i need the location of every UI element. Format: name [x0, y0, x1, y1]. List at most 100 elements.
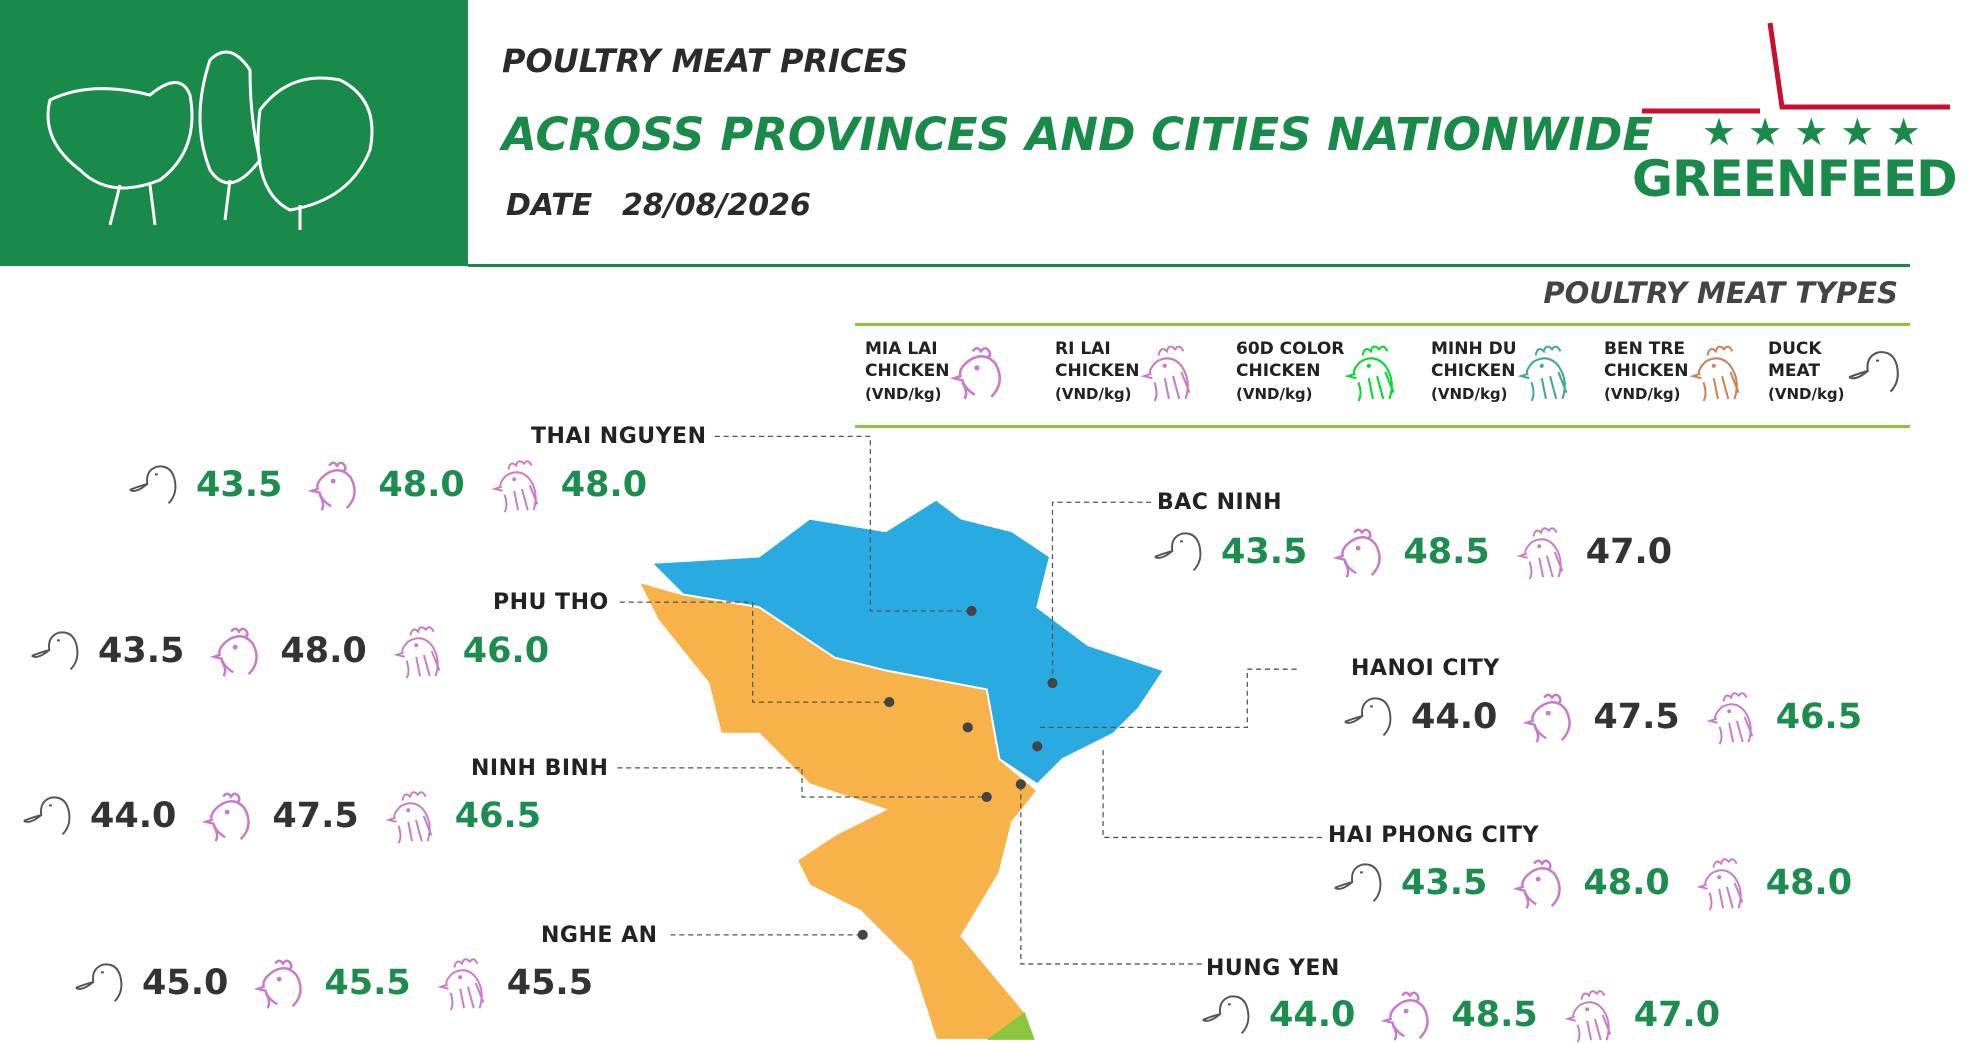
rooster-icon	[1516, 523, 1574, 581]
legend-rule-top	[855, 323, 1910, 326]
legend-label: BEN TRE	[1604, 339, 1686, 359]
logo-text: GREENFEED	[1632, 150, 1958, 208]
price: 45.0	[142, 963, 229, 1003]
legend-label: DUCK	[1768, 339, 1822, 359]
price: 46.5	[1775, 697, 1863, 737]
legend-item: 60D COLOR CHICKEN (VND/kg)	[1236, 338, 1406, 406]
header-date: 28/08/2026	[622, 188, 811, 223]
legend-rule-bottom	[855, 425, 1910, 428]
legend-label: MIA LAI	[865, 339, 938, 359]
duck-icon	[1331, 854, 1389, 912]
price: 47.5	[1593, 697, 1680, 737]
svg-text:★ ★ ★ ★ ★: ★ ★ ★ ★ ★	[1702, 110, 1921, 154]
legend-label: CHICKEN	[1055, 361, 1140, 381]
legend-label: MEAT	[1768, 361, 1820, 381]
hen-icon	[1513, 854, 1571, 912]
rooster-icon	[393, 622, 451, 680]
legend-text: DUCK MEAT (VND/kg)	[1768, 338, 1845, 406]
price: 43.5	[1221, 532, 1308, 572]
price-row: 44.0 47.5 46.5	[1341, 689, 1888, 745]
legend-label: CHICKEN	[1236, 361, 1321, 381]
header-banner	[0, 0, 468, 266]
price-row: 43.5 48.0 46.0	[28, 623, 575, 679]
price-row: 43.5 48.5 47.0	[1151, 524, 1698, 580]
header-title: POULTRY MEAT PRICES	[502, 42, 909, 80]
rooster-icon	[1706, 688, 1764, 746]
price: 46.0	[462, 631, 550, 671]
legend-unit: (VND/kg)	[1431, 385, 1508, 403]
rooster-icon	[491, 456, 549, 514]
price: 44.0	[90, 796, 177, 836]
hen-icon	[210, 622, 268, 680]
legend-item: DUCK MEAT (VND/kg)	[1768, 338, 1907, 406]
legend-item: RI LAI CHICKEN (VND/kg)	[1055, 338, 1202, 406]
province-name: HUNG YEN	[1206, 956, 1340, 981]
price: 45.5	[506, 963, 594, 1003]
price: 44.0	[1411, 697, 1498, 737]
price: 48.0	[280, 631, 367, 671]
duck-icon	[28, 622, 86, 680]
legend-unit: (VND/kg)	[865, 385, 942, 403]
legend-unit: (VND/kg)	[1055, 385, 1132, 403]
legend-label: CHICKEN	[1431, 361, 1516, 381]
price: 47.5	[272, 796, 359, 836]
legend-title: POULTRY MEAT TYPES	[1543, 276, 1898, 310]
hen-icon	[308, 456, 366, 514]
legend-label: RI LAI	[1055, 339, 1111, 359]
legend-text: 60D COLOR CHICKEN (VND/kg)	[1236, 338, 1344, 406]
hen-icon	[202, 787, 260, 845]
legend-unit: (VND/kg)	[1236, 385, 1313, 403]
logo-mark: ★ ★ ★ ★ ★	[1642, 22, 1950, 154]
duck-icon	[126, 456, 184, 514]
price: 47.0	[1633, 995, 1721, 1035]
legend-unit: (VND/kg)	[1768, 385, 1845, 403]
price: 44.0	[1269, 995, 1356, 1035]
province-name: THAI NGUYEN	[531, 424, 707, 449]
legend-label: 60D COLOR	[1236, 339, 1345, 359]
legend-unit: (VND/kg)	[1604, 385, 1681, 403]
hen-icon	[254, 954, 312, 1012]
rooster-icon	[385, 787, 443, 845]
price-row: 43.5 48.0 48.0	[126, 457, 673, 513]
province-name: HANOI CITY	[1351, 656, 1500, 681]
header-date-label: DATE	[506, 188, 593, 223]
legend-label: CHICKEN	[1604, 361, 1689, 381]
price: 43.5	[1401, 863, 1488, 903]
header-rule	[468, 264, 1910, 267]
duck-icon	[1151, 523, 1209, 581]
legend-item: MIA LAI CHICKEN (VND/kg)	[865, 338, 1012, 406]
price: 48.0	[1765, 863, 1853, 903]
duck-icon	[72, 954, 130, 1012]
header-subtitle: ACROSS PROVINCES AND CITIES NATIONWIDE	[502, 108, 1654, 161]
province-name: PHU THO	[493, 590, 609, 615]
duck-icon	[1199, 986, 1257, 1044]
map-south	[986, 1012, 1035, 1040]
legend-text: MINH DU CHICKEN (VND/kg)	[1431, 338, 1517, 406]
province-name: HAI PHONG CITY	[1328, 823, 1539, 848]
province-name: NGHE AN	[541, 923, 658, 948]
price: 45.5	[324, 963, 411, 1003]
rooster-icon	[437, 954, 495, 1012]
legend-item: MINH DU CHICKEN (VND/kg)	[1431, 338, 1579, 406]
legend-text: MIA LAI CHICKEN (VND/kg)	[865, 338, 950, 406]
price-row: 43.5 48.0 48.0	[1331, 855, 1878, 911]
rooster-icon	[1564, 986, 1622, 1044]
hen-icon	[1333, 523, 1391, 581]
price: 48.5	[1403, 532, 1490, 572]
duck-icon	[20, 787, 78, 845]
legend-text: BEN TRE CHICKEN (VND/kg)	[1604, 338, 1689, 406]
price: 47.0	[1585, 532, 1673, 572]
price-row: 45.0 45.5 45.5	[72, 955, 619, 1011]
price: 46.5	[454, 796, 542, 836]
legend-label: CHICKEN	[865, 361, 950, 381]
province-name: BAC NINH	[1157, 490, 1283, 515]
price-row: 44.0 47.5 46.5	[20, 788, 567, 844]
duck-icon	[1341, 688, 1399, 746]
price-row: 44.0 48.5 47.0	[1199, 987, 1746, 1043]
price: 43.5	[98, 631, 185, 671]
legend-label: MINH DU	[1431, 339, 1517, 359]
legend-text: RI LAI CHICKEN (VND/kg)	[1055, 338, 1140, 406]
price: 43.5	[196, 465, 283, 505]
rooster-icon	[1696, 854, 1754, 912]
